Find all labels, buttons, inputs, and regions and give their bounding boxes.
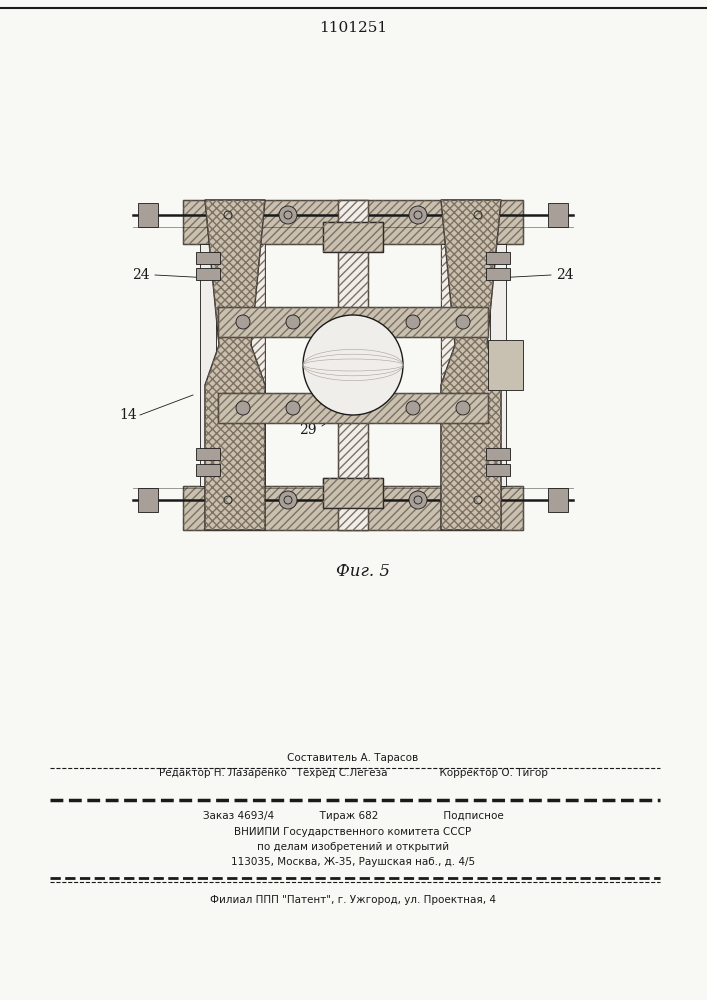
Bar (196, 464, 220, 476)
Circle shape (236, 401, 250, 415)
Circle shape (219, 206, 237, 224)
Bar (441, 244, 455, 486)
Bar (200, 244, 216, 486)
Text: Филиал ППП "Патент", г. Ужгород, ул. Проектная, 4: Филиал ППП "Патент", г. Ужгород, ул. Про… (210, 895, 496, 905)
Text: Составитель А. Тарасов: Составитель А. Тарасов (287, 753, 419, 763)
Bar (486, 464, 510, 476)
Bar (196, 448, 220, 460)
Bar (251, 244, 265, 486)
Bar (490, 244, 506, 486)
Bar (218, 307, 488, 337)
Bar (218, 393, 488, 423)
Circle shape (286, 401, 300, 415)
Bar (486, 252, 510, 264)
Bar (441, 244, 455, 486)
Text: 113035, Москва, Ж-35, Раушская наб., д. 4/5: 113035, Москва, Ж-35, Раушская наб., д. … (231, 857, 475, 867)
Circle shape (236, 315, 250, 329)
Bar (323, 222, 383, 252)
Bar (196, 252, 220, 264)
Text: 24: 24 (132, 268, 150, 282)
Bar (218, 393, 488, 423)
Text: 14: 14 (119, 408, 137, 422)
Circle shape (406, 401, 420, 415)
Bar (218, 307, 488, 337)
Circle shape (279, 206, 297, 224)
Bar (183, 200, 523, 244)
Bar (323, 478, 383, 508)
Text: 1101251: 1101251 (319, 21, 387, 35)
Circle shape (469, 491, 487, 509)
Bar (323, 222, 383, 252)
Circle shape (406, 315, 420, 329)
Bar (486, 268, 510, 280)
Circle shape (469, 206, 487, 224)
Circle shape (303, 315, 403, 415)
Bar (488, 340, 523, 390)
Text: 29: 29 (299, 423, 317, 437)
Bar (548, 488, 568, 512)
Bar (548, 203, 568, 227)
Bar (251, 244, 265, 486)
Bar (338, 200, 368, 530)
Bar (183, 486, 523, 530)
Bar (486, 448, 510, 460)
Circle shape (409, 491, 427, 509)
Bar (196, 268, 220, 280)
Text: Фиг. 5: Фиг. 5 (336, 564, 390, 580)
Circle shape (279, 491, 297, 509)
Circle shape (286, 315, 300, 329)
Bar (183, 486, 523, 530)
Circle shape (456, 315, 470, 329)
Bar (138, 488, 158, 512)
Bar (183, 200, 523, 244)
Text: по делам изобретений и открытий: по делам изобретений и открытий (257, 842, 449, 852)
Bar (138, 203, 158, 227)
Bar (323, 478, 383, 508)
Circle shape (456, 401, 470, 415)
Bar (338, 200, 368, 530)
Text: ВНИИПИ Государственного комитета СССР: ВНИИПИ Государственного комитета СССР (235, 827, 472, 837)
Text: Заказ 4693/4              Тираж 682                    Подписное: Заказ 4693/4 Тираж 682 Подписное (203, 811, 503, 821)
Circle shape (344, 206, 362, 224)
Text: Редактор Н. Лазаренко   Техред С.Легеза                Корректор О. Тигор: Редактор Н. Лазаренко Техред С.Легеза Ко… (158, 768, 547, 778)
Circle shape (219, 491, 237, 509)
Circle shape (344, 491, 362, 509)
Text: 24: 24 (556, 268, 574, 282)
Circle shape (409, 206, 427, 224)
Polygon shape (205, 200, 265, 530)
Polygon shape (441, 200, 501, 530)
